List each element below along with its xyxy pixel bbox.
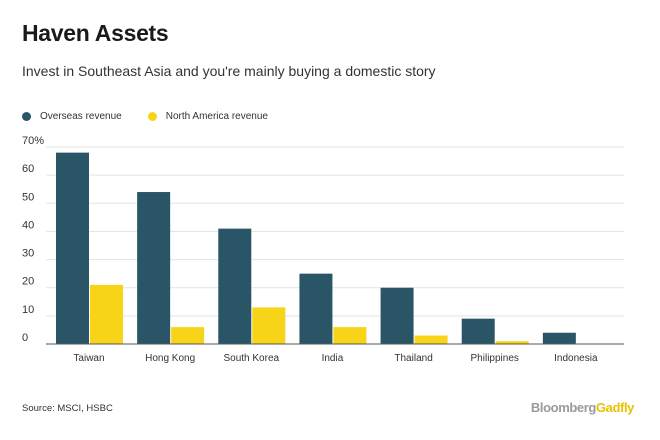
x-tick-label-taiwan: Taiwan (73, 353, 104, 364)
bar-indonesia-overseas (542, 332, 576, 344)
legend-label-north-america: North America revenue (165, 111, 268, 122)
y-tick-label-40: 40 (22, 219, 34, 231)
brand-secondary: Gadfly (595, 400, 634, 415)
legend-label-overseas: Overseas revenue (40, 111, 122, 122)
x-tick-label-indonesia: Indonesia (554, 353, 598, 364)
y-tick-label-60: 60 (22, 163, 34, 175)
bar-taiwan-overseas (56, 152, 89, 344)
y-tick-label-50: 50 (22, 191, 34, 203)
legend-item-overseas: Overseas revenue (22, 111, 122, 122)
chart-subtitle: Invest in Southeast Asia and you're main… (22, 63, 436, 79)
x-tick-label-hong-kong: Hong Kong (145, 353, 195, 364)
y-tick-label-10: 10 (22, 304, 34, 316)
source-note: Source: MSCI, HSBC (22, 403, 113, 414)
legend-swatch-north-america (147, 112, 157, 121)
y-tick-label-70: 70% (22, 135, 44, 147)
chart-title: Haven Assets (22, 20, 169, 46)
bar-thailand-north-america (414, 335, 448, 344)
bar-taiwan-north-america (90, 284, 123, 344)
brand-primary: Bloomberg (530, 400, 596, 415)
legend-item-north-america: North America revenue (147, 111, 268, 122)
bar-hong-kong-overseas (137, 192, 171, 344)
bar-thailand-overseas (380, 287, 414, 344)
y-tick-label-20: 20 (22, 276, 34, 288)
bar-philippines-north-america (495, 341, 529, 344)
brand-logo: BloombergGadfly (531, 400, 634, 415)
bar-india-north-america (333, 327, 367, 344)
y-tick-label-0: 0 (22, 332, 28, 344)
bar-hong-kong-north-america (171, 327, 205, 344)
bar-south-korea-overseas (218, 228, 252, 344)
y-tick-label-30: 30 (22, 248, 34, 260)
bar-india-overseas (299, 273, 333, 344)
bar-philippines-overseas (461, 318, 495, 344)
x-tick-label-thailand: Thailand (394, 353, 432, 364)
bar-chart: 0 10 20 30 40 50 60 70% Taiwan Hong Kong South Kor… (22, 135, 624, 364)
x-tick-label-south-korea: South Korea (223, 353, 279, 364)
bar-south-korea-north-america (252, 307, 286, 344)
legend-swatch-overseas (22, 112, 31, 121)
x-tick-label-india: India (322, 353, 344, 364)
x-tick-label-philippines: Philippines (471, 353, 519, 364)
legend: Overseas revenue North America revenue (22, 111, 294, 122)
